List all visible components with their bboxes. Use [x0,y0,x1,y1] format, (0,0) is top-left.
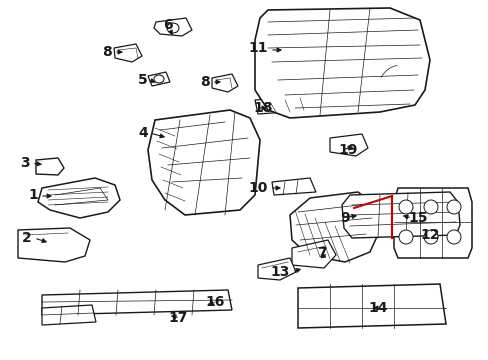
Polygon shape [38,178,120,218]
Text: 13: 13 [270,265,289,279]
Text: 10: 10 [248,181,267,195]
Text: 9: 9 [339,211,349,225]
Text: 17: 17 [168,311,187,325]
Polygon shape [289,192,379,262]
Text: 4: 4 [138,126,148,140]
Polygon shape [258,258,295,280]
Circle shape [398,230,412,244]
Polygon shape [18,228,90,262]
Polygon shape [341,192,459,238]
Circle shape [423,230,437,244]
Polygon shape [42,305,96,325]
Ellipse shape [167,23,179,33]
Text: 7: 7 [317,246,326,260]
Polygon shape [154,18,192,36]
Ellipse shape [154,75,163,83]
Circle shape [398,200,412,214]
Text: 12: 12 [419,228,439,242]
Text: 5: 5 [138,73,148,87]
Polygon shape [114,44,142,62]
Polygon shape [297,284,445,328]
Text: 3: 3 [20,156,30,170]
Polygon shape [393,188,471,258]
Circle shape [446,230,460,244]
Polygon shape [254,8,429,118]
Polygon shape [148,110,260,215]
Text: 1: 1 [28,188,38,202]
Circle shape [423,200,437,214]
Polygon shape [271,178,315,195]
Circle shape [446,200,460,214]
Text: 8: 8 [102,45,112,59]
Polygon shape [254,96,313,114]
Text: 18: 18 [252,101,272,115]
Text: 15: 15 [407,211,427,225]
Polygon shape [36,158,64,175]
Polygon shape [291,240,335,268]
Text: 19: 19 [337,143,357,157]
Polygon shape [329,134,367,156]
Text: 11: 11 [248,41,267,55]
Text: 8: 8 [200,75,209,89]
Text: 16: 16 [205,295,224,309]
Text: 6: 6 [163,18,172,32]
Polygon shape [148,72,170,86]
Polygon shape [212,74,238,92]
Polygon shape [42,290,231,315]
Text: 14: 14 [367,301,387,315]
Text: 2: 2 [22,231,32,245]
